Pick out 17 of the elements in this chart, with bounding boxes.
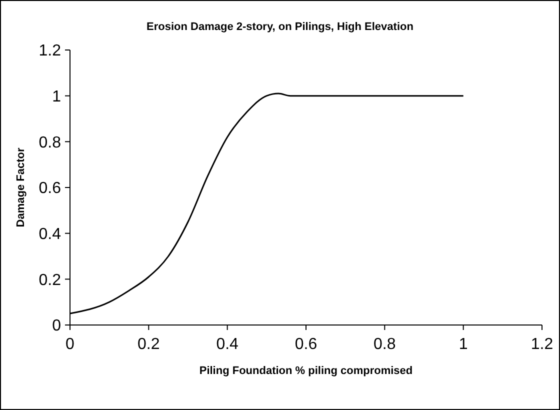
y-tick-label: 1.2 [38, 42, 62, 60]
y-tick-label: 0.8 [38, 134, 62, 152]
x-tick-label: 0.8 [374, 336, 396, 353]
y-tick-label: 0 [52, 318, 62, 335]
y-tick-label: 0.4 [38, 226, 62, 243]
chart-title: Erosion Damage 2-story, on Pilings, High Elevation [146, 21, 414, 33]
x-tick-label: 1 [458, 336, 468, 353]
x-tick-label: 0.4 [216, 336, 239, 353]
y-tick-label: 0.6 [38, 180, 62, 198]
x-tick-label: 0 [66, 336, 75, 353]
x-tick-label: 0.6 [294, 336, 318, 353]
x-tick-label: 1.2 [530, 336, 554, 353]
x-tick-label: 0.2 [138, 336, 160, 353]
y-tick-label: 1 [52, 88, 62, 106]
y-axis-title: Damage Factor [15, 147, 27, 228]
x-axis-title: Piling Foundation % piling compromised [199, 365, 413, 377]
y-tick-label: 0.2 [38, 272, 62, 289]
